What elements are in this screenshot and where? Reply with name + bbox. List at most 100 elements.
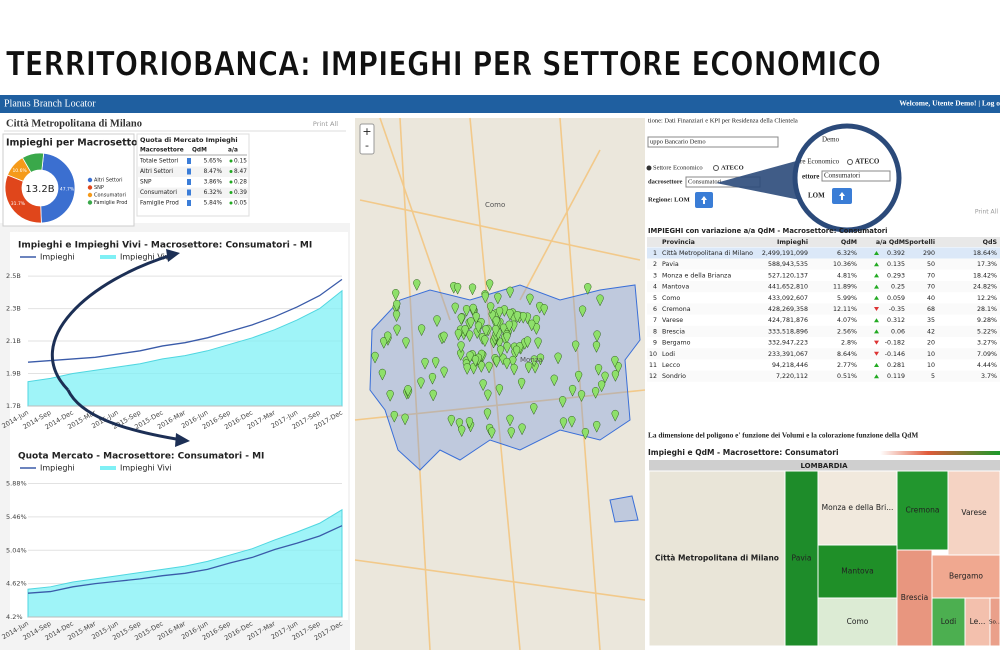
row[interactable] — [647, 359, 1000, 371]
treemap-cell[interactable] — [931, 597, 966, 647]
pin — [578, 305, 587, 318]
zoom-text: Demo — [822, 136, 840, 144]
cell: Cremona — [662, 306, 691, 313]
pin — [468, 283, 477, 296]
cell: 10 — [927, 362, 935, 369]
zoom-in[interactable]: + — [362, 125, 371, 138]
treemap-cell[interactable] — [817, 597, 898, 647]
cell: 332,947,223 — [768, 340, 808, 347]
treemap-cell[interactable] — [817, 470, 898, 546]
column-header: a/a — [228, 148, 238, 154]
pin — [596, 294, 604, 307]
treemap-cell[interactable] — [931, 554, 1000, 599]
row[interactable] — [647, 348, 1000, 360]
zoom-text: LOM — [808, 192, 825, 200]
user-link[interactable]: Welcome, Utente Demo! | Log o — [899, 99, 1000, 108]
cell: 40 — [927, 295, 935, 302]
cell: 17.3% — [977, 261, 997, 268]
cell: 94,218,446 — [772, 362, 808, 369]
zoom-out[interactable]: - — [365, 139, 369, 152]
pin — [512, 345, 521, 358]
delta-icon — [874, 340, 879, 345]
pin — [559, 396, 567, 408]
cell: SNP — [140, 180, 152, 186]
pin — [393, 299, 401, 312]
select — [647, 136, 779, 148]
cell: 0.39 — [234, 190, 247, 196]
arrow — [66, 389, 183, 442]
pin — [611, 355, 619, 368]
column-header: QdM — [841, 239, 857, 246]
pin — [378, 368, 387, 381]
cell: 0.119 — [887, 373, 905, 380]
row[interactable] — [647, 370, 1000, 382]
cell: Totale Settori — [139, 159, 179, 165]
row[interactable] — [647, 292, 1000, 304]
row[interactable] — [647, 325, 1000, 337]
treemap-cell[interactable] — [989, 597, 1000, 647]
column-header: Impieghi — [777, 239, 808, 246]
row[interactable] — [647, 258, 1000, 270]
road — [519, 149, 601, 301]
treemap-cell[interactable] — [648, 470, 786, 647]
pin — [390, 410, 398, 423]
delta-icon — [874, 273, 879, 278]
pin — [485, 279, 494, 292]
row[interactable] — [647, 269, 1000, 281]
area — [27, 508, 343, 618]
cell: Pavia — [662, 261, 679, 268]
pin — [401, 413, 409, 426]
row-stripe — [138, 187, 248, 198]
donut-slice — [21, 152, 45, 173]
cell: 0.281 — [887, 362, 905, 369]
pin — [417, 324, 426, 337]
radio-label: Settore Economico — [653, 164, 703, 171]
app-name: Planus Branch Locator — [4, 98, 96, 109]
donut-title: Impieghi per Macrosettore — [6, 138, 149, 149]
row-index: 10 — [649, 351, 657, 358]
cell: Famiglie Prod — [140, 201, 179, 207]
legend-label: Impieghi Vivi — [120, 464, 172, 473]
treemap-cell[interactable] — [817, 544, 898, 599]
field-label: Regione: LOM — [648, 196, 690, 203]
pin — [451, 302, 459, 315]
treemap-cell[interactable] — [896, 549, 933, 647]
treemap-label: So... — [989, 620, 1000, 626]
pin — [488, 427, 496, 440]
pin — [550, 374, 558, 387]
row[interactable] — [647, 247, 1000, 259]
pin — [386, 389, 394, 402]
select-value: Consumatori — [688, 178, 722, 185]
column-header: Macrosettore — [140, 148, 184, 154]
region — [609, 495, 639, 523]
cell: 70 — [927, 284, 935, 291]
road — [354, 559, 646, 601]
print-all[interactable]: Print All — [313, 120, 338, 128]
cell: 5.99% — [837, 295, 857, 302]
column-header: QdS — [983, 239, 998, 246]
note: La dimensione del poligono e' funzione d… — [648, 431, 918, 440]
pin — [492, 325, 500, 337]
cell: 10.36% — [833, 261, 857, 268]
pin — [462, 305, 471, 317]
row[interactable] — [647, 303, 1000, 315]
donut-slice — [40, 152, 76, 224]
row[interactable] — [647, 314, 1000, 326]
pin — [402, 337, 410, 350]
cell: 70 — [927, 272, 935, 279]
row[interactable] — [647, 337, 1000, 349]
treemap-label: Como — [847, 617, 869, 626]
delta-icon — [229, 170, 233, 173]
pin — [536, 353, 545, 366]
pin — [577, 390, 586, 403]
legend-swatch — [87, 200, 93, 205]
pin — [525, 361, 533, 374]
treemap-cell[interactable] — [947, 470, 1000, 556]
row[interactable] — [647, 281, 1000, 293]
pin — [461, 325, 469, 337]
cell: 233,391,067 — [768, 351, 808, 358]
slice-label: 10.6% — [12, 168, 27, 174]
qdm-title: Quota di Mercato Impieghi — [140, 136, 238, 144]
pin — [568, 415, 576, 428]
pin — [592, 341, 601, 353]
